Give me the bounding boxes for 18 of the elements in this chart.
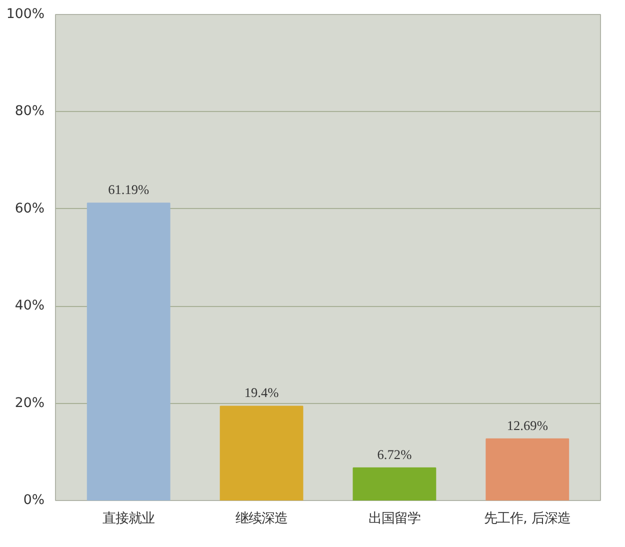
data-label: 61.19% — [108, 182, 150, 198]
y-tick-label: 80% — [14, 104, 44, 120]
bar — [486, 438, 570, 500]
data-label: 12.69% — [506, 418, 548, 433]
y-tick-label: 0% — [23, 493, 45, 508]
y-tick-label: 40% — [14, 298, 44, 314]
x-tick-label: 出国留学 — [368, 512, 420, 526]
y-tick-label: 100% — [6, 7, 45, 22]
bar — [220, 406, 304, 500]
data-label: 6.72% — [377, 446, 412, 462]
bar — [352, 467, 436, 500]
x-tick-label: 继续深造 — [236, 512, 288, 526]
data-label: 19.4% — [244, 385, 279, 400]
x-tick-label: 直接就业 — [102, 512, 155, 526]
x-tick-label: 先工作, 后深造 — [484, 512, 571, 526]
y-tick-label: 60% — [14, 201, 44, 216]
bar — [86, 202, 170, 500]
y-tick-label: 20% — [14, 396, 44, 411]
